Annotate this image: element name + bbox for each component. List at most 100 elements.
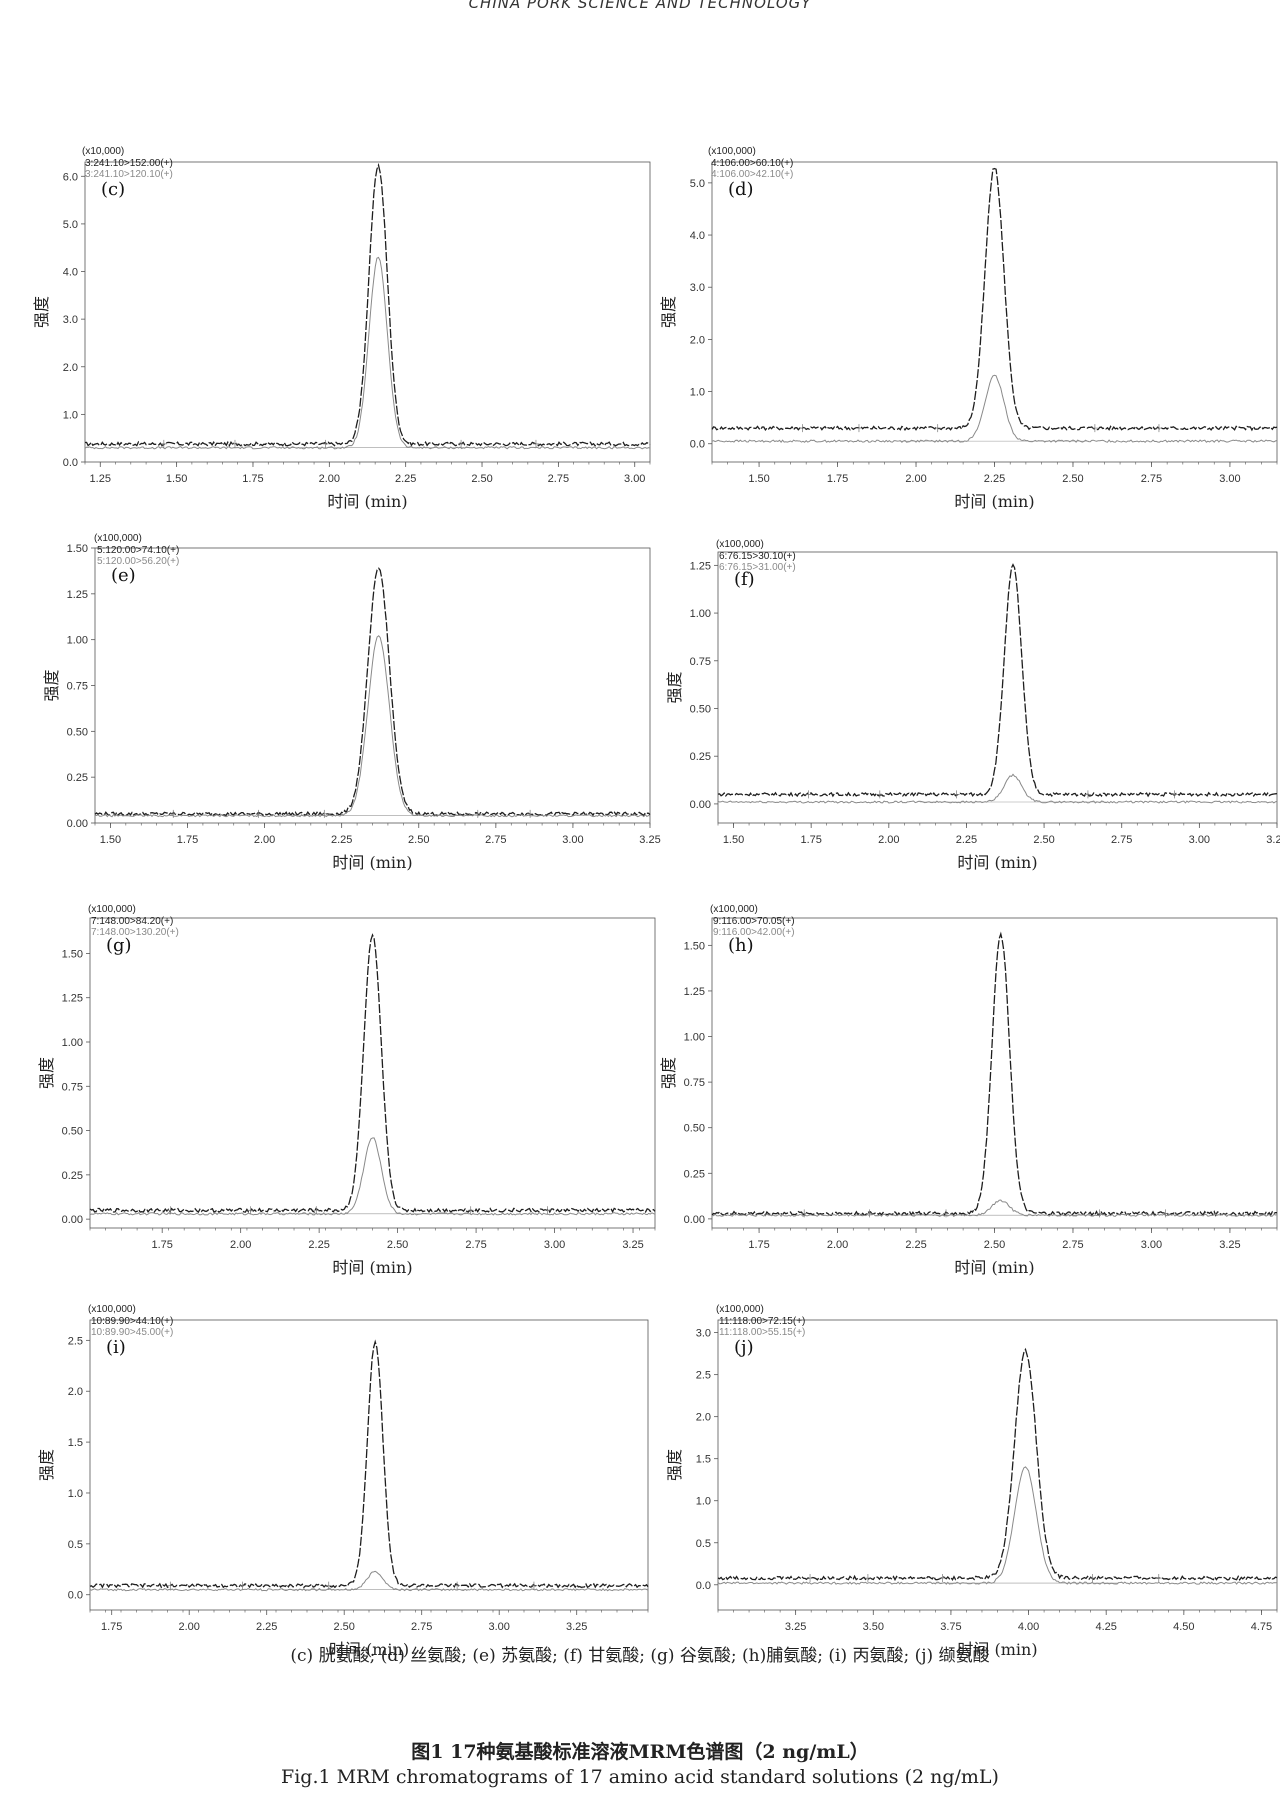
- x-tick-label: 1.75: [101, 1621, 122, 1633]
- x-tick-label: 2.25: [905, 1239, 926, 1251]
- y-tick-label: 1.0: [68, 1488, 83, 1500]
- series-line: [717, 773, 1278, 804]
- baseline-marker: [1162, 1209, 1169, 1218]
- x-tick-label: 1.75: [827, 473, 848, 485]
- baseline-marker: [939, 1574, 946, 1583]
- y-tick-label: 0.25: [67, 772, 88, 784]
- y-axis-label: 强度: [37, 1057, 56, 1089]
- baseline-marker: [864, 1574, 871, 1583]
- baseline-marker: [855, 424, 862, 433]
- panel-label: (i): [106, 1337, 126, 1358]
- chromatogram-panel: 0.00 0.25 0.50 0.75 1.00 1.25 1.50 1.75 2.00 2.25…: [37, 904, 656, 1277]
- baseline-marker: [527, 809, 534, 818]
- x-tick-label: 3.25: [1266, 834, 1280, 846]
- x-axis-label: 时间 (min): [332, 1258, 412, 1277]
- y-tick-label: 0.75: [690, 656, 711, 668]
- x-tick-label: 2.75: [1111, 834, 1132, 846]
- series-line: [711, 167, 1278, 432]
- y-axis-label: 强度: [32, 296, 51, 328]
- x-tick-label: 4.75: [1251, 1621, 1272, 1633]
- plot-frame: [94, 547, 651, 824]
- y-tick-label: 0.00: [690, 799, 711, 811]
- x-axis-label: 时间 (min): [957, 853, 1037, 872]
- series-label: 10:89.90>45.00(+): [91, 1327, 173, 1338]
- x-tick-label: 4.00: [1018, 1621, 1039, 1633]
- y-tick-label: 2.5: [696, 1370, 711, 1382]
- y-tick-label: 0.5: [68, 1539, 83, 1551]
- x-tick-label: 2.50: [471, 473, 492, 485]
- x-tick-label: 2.75: [411, 1621, 432, 1633]
- series-label: 9:116.00>42.00(+): [713, 927, 795, 938]
- scale-factor-label: (x100,000): [94, 533, 142, 544]
- baseline-marker: [953, 790, 960, 799]
- figure-caption-chinese: 图1 17种氨基酸标准溶液MRM色谱图（2 ng/mL）: [411, 1741, 869, 1763]
- y-tick-label: 2.0: [690, 334, 705, 346]
- baseline-marker: [530, 1581, 537, 1590]
- series-line: [89, 1570, 649, 1592]
- x-axis-label: 时间 (min): [957, 1640, 1037, 1659]
- plot-frame: [711, 161, 1278, 463]
- x-tick-label: 1.50: [100, 834, 121, 846]
- y-axis-label: 强度: [42, 669, 61, 701]
- y-axis-label: 强度: [665, 1449, 684, 1481]
- x-tick-label: 3.00: [1189, 834, 1210, 846]
- x-tick-label: 2.25: [331, 834, 352, 846]
- series-label: 4:106.00>60.10(+): [711, 158, 793, 169]
- panel-legend-caption: (c) 胱氨酸; (d) 丝氨酸; (e) 苏氨酸; (f) 甘氨酸; (g) …: [290, 1646, 990, 1666]
- x-tick-label: 3.00: [1141, 1239, 1162, 1251]
- panel-label: (j): [734, 1337, 754, 1358]
- x-tick-label: 1.75: [177, 834, 198, 846]
- baseline-marker: [801, 1209, 808, 1218]
- scale-factor-label: (x100,000): [716, 1304, 764, 1315]
- x-tick-label: 2.25: [956, 834, 977, 846]
- baseline-marker: [325, 1581, 332, 1590]
- baseline-marker: [454, 1581, 461, 1590]
- baseline-marker: [1089, 1574, 1096, 1583]
- series-line: [89, 1339, 649, 1589]
- y-tick-label: 1.0: [690, 387, 705, 399]
- y-tick-label: 0.00: [62, 1214, 83, 1226]
- baseline-marker: [321, 809, 328, 818]
- series-line: [711, 931, 1278, 1217]
- series-label: 10:89.90>44.10(+): [91, 1316, 173, 1327]
- y-tick-label: 0.0: [68, 1590, 83, 1602]
- y-tick-label: 1.0: [63, 409, 78, 421]
- series-line: [84, 256, 651, 450]
- series-line: [712, 1199, 1278, 1218]
- y-tick-label: 0.00: [684, 1214, 705, 1226]
- x-tick-label: 1.75: [748, 1239, 769, 1251]
- baseline-marker: [1155, 424, 1162, 433]
- x-tick-label: 2.75: [485, 834, 506, 846]
- series-label: 11:118.00>72.15(+): [719, 1316, 805, 1327]
- baseline-marker: [943, 1209, 950, 1218]
- panel-label: (e): [111, 565, 136, 586]
- y-tick-label: 3.0: [63, 314, 78, 326]
- x-tick-label: 3.50: [863, 1621, 884, 1633]
- series-line: [717, 1466, 1278, 1585]
- x-axis-label: 时间 (min): [332, 853, 412, 872]
- y-tick-label: 0.75: [62, 1081, 83, 1093]
- series-line: [89, 933, 656, 1214]
- y-tick-label: 1.00: [684, 1032, 705, 1044]
- chromatogram-panel: 0.0 1.0 2.0 3.0 4.0 5.0 1.50 1.75 2.00 2.25 2.50 2.…: [659, 146, 1278, 511]
- scale-factor-label: (x100,000): [716, 539, 764, 550]
- x-tick-label: 2.50: [984, 1239, 1005, 1251]
- scale-factor-label: (x100,000): [88, 1304, 136, 1315]
- x-tick-label: 1.50: [723, 834, 744, 846]
- x-tick-label: 2.75: [1141, 473, 1162, 485]
- y-tick-label: 0.0: [63, 457, 78, 469]
- baseline-marker: [160, 439, 167, 448]
- y-tick-label: 6.0: [63, 171, 78, 183]
- series-label: 3:241.10>120.10(+): [85, 169, 173, 180]
- x-tick-label: 3.00: [562, 834, 583, 846]
- journal-header: CHINA PORK SCIENCE AND TECHNOLOGY: [468, 0, 812, 12]
- baseline-marker: [934, 424, 941, 433]
- x-tick-label: 2.50: [408, 834, 429, 846]
- y-tick-label: 0.50: [684, 1123, 705, 1135]
- y-tick-label: 5.0: [63, 219, 78, 231]
- baseline-marker: [167, 1206, 174, 1215]
- y-tick-label: 1.50: [62, 948, 83, 960]
- y-axis-label: 强度: [665, 671, 684, 703]
- scale-factor-label: (x100,000): [710, 904, 758, 915]
- baseline-marker: [167, 1581, 174, 1590]
